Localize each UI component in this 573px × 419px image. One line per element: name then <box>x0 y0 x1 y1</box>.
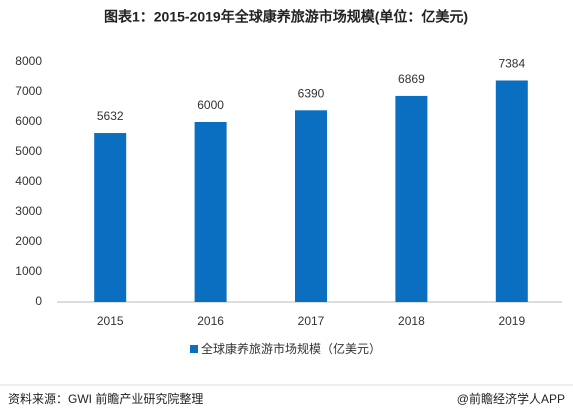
credit: @前瞻经济学人APP <box>457 391 565 406</box>
source: 资料来源：GWI 前瞻产业研究院整理 <box>8 391 203 406</box>
legend-swatch <box>190 345 198 353</box>
data-label: 6000 <box>197 98 224 112</box>
bar <box>495 80 528 302</box>
x-tick-label: 2015 <box>97 314 124 328</box>
bar <box>395 95 428 303</box>
y-tick-label: 8000 <box>15 54 42 68</box>
y-tick-label: 5000 <box>15 144 42 158</box>
legend-label: 全球康养旅游市场规模（亿美元） <box>201 341 381 356</box>
x-tick-label: 2019 <box>498 314 525 328</box>
y-tick-label: 1000 <box>15 264 42 278</box>
y-tick-label: 7000 <box>15 84 42 98</box>
y-tick-label: 0 <box>35 294 42 308</box>
y-tick-label: 4000 <box>15 174 42 188</box>
y-tick-label: 6000 <box>15 114 42 128</box>
y-tick-label: 3000 <box>15 204 42 218</box>
data-label: 5632 <box>97 109 124 123</box>
x-tick-label: 2018 <box>398 314 425 328</box>
data-label: 7384 <box>498 57 525 71</box>
data-label: 6869 <box>398 72 425 86</box>
x-tick-label: 2017 <box>298 314 325 328</box>
bar <box>94 133 127 302</box>
data-label: 6390 <box>298 86 325 100</box>
chart-title: 图表1：2015-2019年全球康养旅游市场规模(单位：亿美元) <box>104 9 468 25</box>
bar <box>295 110 327 302</box>
bar <box>194 122 227 302</box>
x-tick-label: 2016 <box>197 314 224 328</box>
y-tick-label: 2000 <box>15 234 42 248</box>
